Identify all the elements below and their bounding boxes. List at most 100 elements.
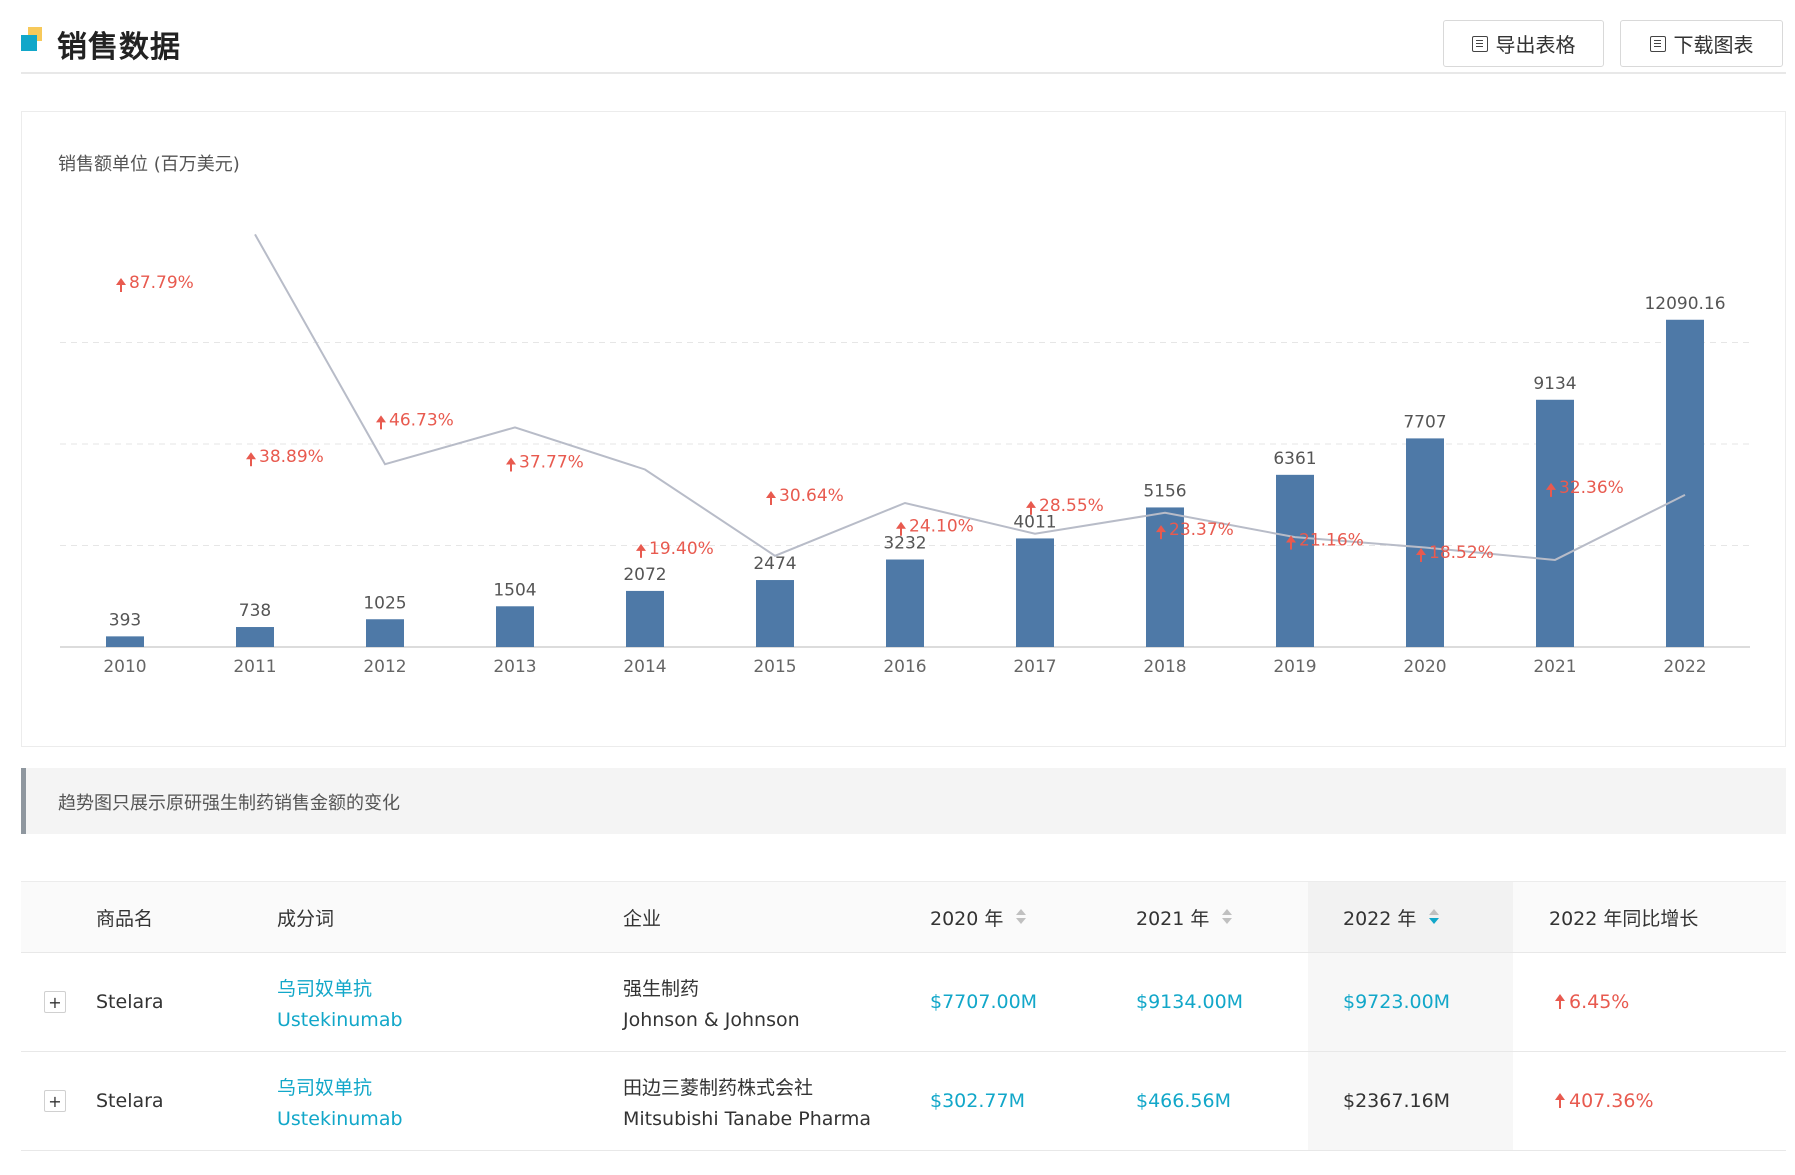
arrow-up-stem	[1420, 553, 1422, 562]
sales-2022: $2367.16M	[1343, 1090, 1451, 1112]
x-tick-label: 2015	[753, 657, 796, 677]
export-table-label: 导出表格	[1495, 33, 1576, 57]
download-chart-button[interactable]: 下载图表	[1620, 20, 1783, 67]
arrow-up-stem	[640, 549, 642, 558]
bar	[106, 636, 144, 647]
export-table-button[interactable]: 导出表格	[1443, 20, 1604, 67]
growth-value: 407.36%	[1555, 1052, 1654, 1150]
bar	[1536, 399, 1574, 647]
sales-2020[interactable]: $302.77M	[930, 1090, 1025, 1112]
product-name: Stelara	[96, 1090, 164, 1112]
bar	[886, 559, 924, 647]
arrow-up-stem	[380, 421, 382, 430]
col-ingredient: 成分词	[277, 907, 335, 930]
growth-label: 38.89%	[259, 447, 324, 467]
table-header: 商品名 成分词 企业 2020 年 2021 年 2022 年 2022 年同比…	[21, 882, 1786, 953]
chart-card: 销售额单位 (百万美元) 393 738 1025 1504 2072 2474 3232 4…	[21, 111, 1786, 747]
sales-table: 商品名 成分词 企业 2020 年 2021 年 2022 年 2022 年同比…	[21, 881, 1786, 1151]
growth-label: 87.79%	[129, 273, 194, 293]
x-tick-label: 2020	[1403, 657, 1446, 677]
col-company: 企业	[623, 907, 662, 930]
arrow-up-stem	[1290, 541, 1292, 550]
growth-label: 19.40%	[649, 539, 714, 559]
sales-2021[interactable]: $9134.00M	[1136, 991, 1244, 1013]
bar-value-label: 6361	[1273, 449, 1316, 469]
expand-row-button[interactable]: +	[44, 1090, 66, 1112]
company-name: 田边三菱制药株式会社 Mitsubishi Tanabe Pharma	[623, 1076, 872, 1130]
x-tick-label: 2022	[1663, 657, 1706, 677]
bar-value-label: 738	[239, 601, 271, 621]
x-tick-label: 2010	[103, 657, 146, 677]
bar-value-label: 3232	[883, 534, 926, 554]
arrow-up-stem	[1550, 488, 1552, 497]
bar	[626, 590, 664, 647]
bar	[496, 606, 534, 647]
arrow-up-icon	[1555, 1093, 1565, 1109]
table-row: + Stelara 乌司奴单抗 Ustekinumab 田边三菱制药株式会社 M…	[21, 1052, 1786, 1151]
col-product: 商品名	[96, 907, 154, 930]
bar	[366, 619, 404, 647]
x-tick-label: 2017	[1013, 657, 1056, 677]
bar	[1146, 507, 1184, 647]
sales-chart: 393 738 1025 1504 2072 2474 3232 4011 5156 6361 77…	[60, 233, 1750, 677]
bar	[1276, 474, 1314, 647]
x-tick-label: 2011	[233, 657, 276, 677]
arrow-up-icon	[1286, 535, 1296, 543]
bar-value-label: 4011	[1013, 512, 1056, 532]
arrow-up-icon	[1026, 500, 1036, 508]
product-name: Stelara	[96, 991, 164, 1013]
arrow-up-stem	[900, 527, 902, 536]
bar-value-label: 2072	[623, 565, 666, 585]
bar-value-label: 393	[109, 610, 141, 630]
arrow-up-icon	[896, 521, 906, 529]
arrow-up-stem	[250, 458, 252, 467]
page-header: 销售数据 导出表格 下载图表	[21, 0, 1786, 74]
arrow-up-stem	[770, 496, 772, 505]
ingredient-link[interactable]: 乌司奴单抗 Ustekinumab	[277, 1076, 403, 1130]
download-chart-label: 下载图表	[1673, 33, 1754, 57]
bar-value-label: 1025	[363, 593, 406, 613]
growth-label: 18.52%	[1429, 543, 1494, 563]
arrow-up-stem	[1160, 531, 1162, 540]
growth-label: 23.37%	[1169, 520, 1234, 540]
col-growth: 2022 年同比增长	[1549, 907, 1699, 930]
trend-notice-text: 趋势图只展示原研强生制药销售金额的变化	[58, 793, 400, 814]
growth-label: 28.55%	[1039, 496, 1104, 516]
growth-label: 37.77%	[519, 452, 584, 472]
arrow-up-icon	[1416, 547, 1426, 555]
x-tick-label: 2021	[1533, 657, 1576, 677]
sort-icon[interactable]	[1015, 908, 1027, 926]
sales-2020[interactable]: $7707.00M	[930, 991, 1038, 1013]
col-2020[interactable]: 2020 年	[930, 882, 1027, 952]
growth-line	[254, 233, 1686, 561]
growth-label: 21.16%	[1299, 531, 1364, 551]
bar-value-label: 2474	[753, 554, 796, 574]
bar-value-label: 5156	[1143, 481, 1186, 501]
col-2022[interactable]: 2022 年	[1343, 882, 1440, 952]
ingredient-link[interactable]: 乌司奴单抗 Ustekinumab	[277, 977, 403, 1031]
x-tick-label: 2018	[1143, 657, 1186, 677]
page-title: 销售数据	[57, 30, 181, 65]
arrow-up-stem	[120, 284, 122, 292]
bar-value-label: 9134	[1533, 374, 1576, 394]
x-tick-label: 2012	[363, 657, 406, 677]
chart-unit-label: 销售额单位 (百万美元)	[58, 154, 240, 175]
sort-icon[interactable]	[1221, 908, 1233, 926]
bar	[236, 627, 274, 647]
growth-value: 6.45%	[1555, 953, 1629, 1051]
arrow-up-stem	[1030, 506, 1032, 515]
arrow-up-stem	[510, 463, 512, 472]
bar	[1666, 319, 1704, 647]
arrow-up-icon	[1546, 482, 1556, 490]
arrow-up-icon	[766, 490, 776, 498]
growth-label: 24.10%	[909, 517, 974, 537]
x-tick-label: 2016	[883, 657, 926, 677]
growth-label: 32.36%	[1559, 478, 1624, 498]
col-2021[interactable]: 2021 年	[1136, 882, 1233, 952]
bar	[1016, 538, 1054, 647]
sales-2022[interactable]: $9723.00M	[1343, 991, 1451, 1013]
sort-desc-icon[interactable]	[1428, 908, 1440, 926]
arrow-up-icon	[1555, 994, 1565, 1010]
expand-row-button[interactable]: +	[44, 991, 66, 1013]
sales-2021[interactable]: $466.56M	[1136, 1090, 1231, 1112]
